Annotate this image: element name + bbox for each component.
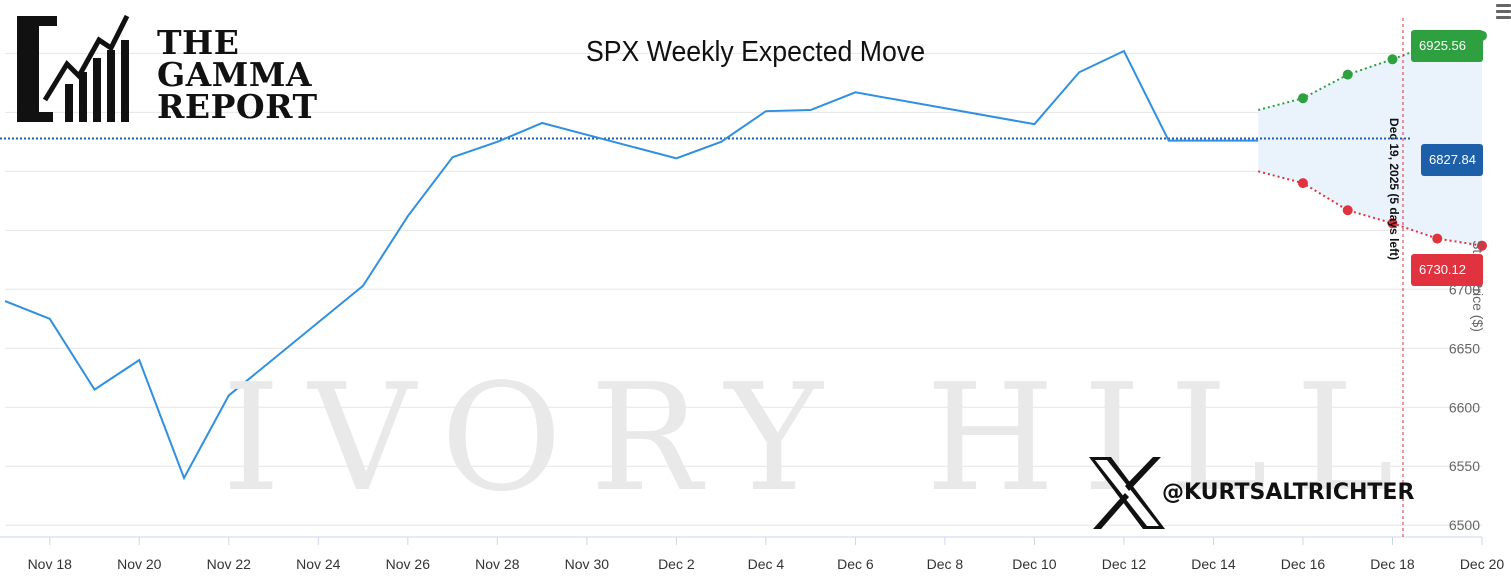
y-tick-label: 6550 (1449, 458, 1480, 474)
y-axis-label: Stock Price ($) (1470, 240, 1486, 332)
x-tick-label: Dec 8 (927, 556, 964, 572)
x-tick-label: Nov 22 (207, 556, 252, 572)
x-tick-label: Dec 18 (1370, 556, 1415, 572)
x-tick-label: Dec 12 (1102, 556, 1147, 572)
gamma-chart-icon (17, 14, 130, 122)
watermark-text: IVORY HILL (222, 352, 1422, 524)
x-tick-label: Dec 4 (748, 556, 785, 572)
x-logo-icon (1089, 457, 1165, 529)
upper-bound-point (1342, 69, 1353, 80)
y-tick-label: 6500 (1449, 517, 1480, 533)
logo-text: THE GAMMA REPORT (157, 23, 318, 126)
price-series-line (4, 49, 1259, 481)
logo-line: GAMMA (157, 55, 312, 94)
current-price-tag: 6827.84 (1421, 144, 1483, 176)
x-tick-label: Dec 16 (1281, 556, 1326, 572)
upper-bound-point (1297, 93, 1308, 104)
expected-move-band (1258, 23, 1482, 263)
x-tick-label: Nov 18 (28, 556, 73, 572)
upper-bound-point (1387, 54, 1398, 65)
x-tick-label: Nov 20 (117, 556, 162, 572)
hamburger-menu-icon[interactable] (1496, 4, 1511, 20)
social-handle: @KURTSALTRICHTER (1162, 480, 1415, 505)
x-tick-label: Nov 24 (296, 556, 341, 572)
lower-bound-point (1432, 233, 1443, 244)
chart-title: SPX Weekly Expected Move (585, 36, 926, 68)
x-tick-label: Nov 26 (386, 556, 431, 572)
expiry-label: Dec 19, 2025 (5 days left) (1387, 118, 1401, 261)
x-tick-label: Dec 6 (837, 556, 874, 572)
x-tick-label: Nov 28 (475, 556, 520, 572)
y-tick-label: 6650 (1449, 340, 1480, 356)
x-tick-label: Dec 20 (1460, 556, 1505, 572)
x-tick-label: Dec 10 (1012, 556, 1057, 572)
x-tick-label: Nov 30 (565, 556, 610, 572)
y-tick-label: 6600 (1449, 399, 1480, 415)
upper-bound-line (1257, 34, 1483, 111)
x-tick-label: Dec 2 (658, 556, 695, 572)
x-tick-label: Dec 14 (1191, 556, 1236, 572)
upper-price-tag: 6925.56 (1411, 30, 1483, 62)
lower-bound-point (1342, 205, 1353, 216)
lower-price-tag: 6730.12 (1411, 254, 1483, 286)
lower-bound-line (1257, 170, 1483, 247)
lower-bound-point (1387, 218, 1398, 229)
lower-bound-point (1297, 178, 1308, 189)
gamma-report-logo: THE GAMMA REPORT (15, 12, 317, 127)
logo-line: THE (157, 23, 240, 62)
lower-bound-point (1477, 240, 1487, 251)
logo-line: REPORT (157, 87, 318, 126)
